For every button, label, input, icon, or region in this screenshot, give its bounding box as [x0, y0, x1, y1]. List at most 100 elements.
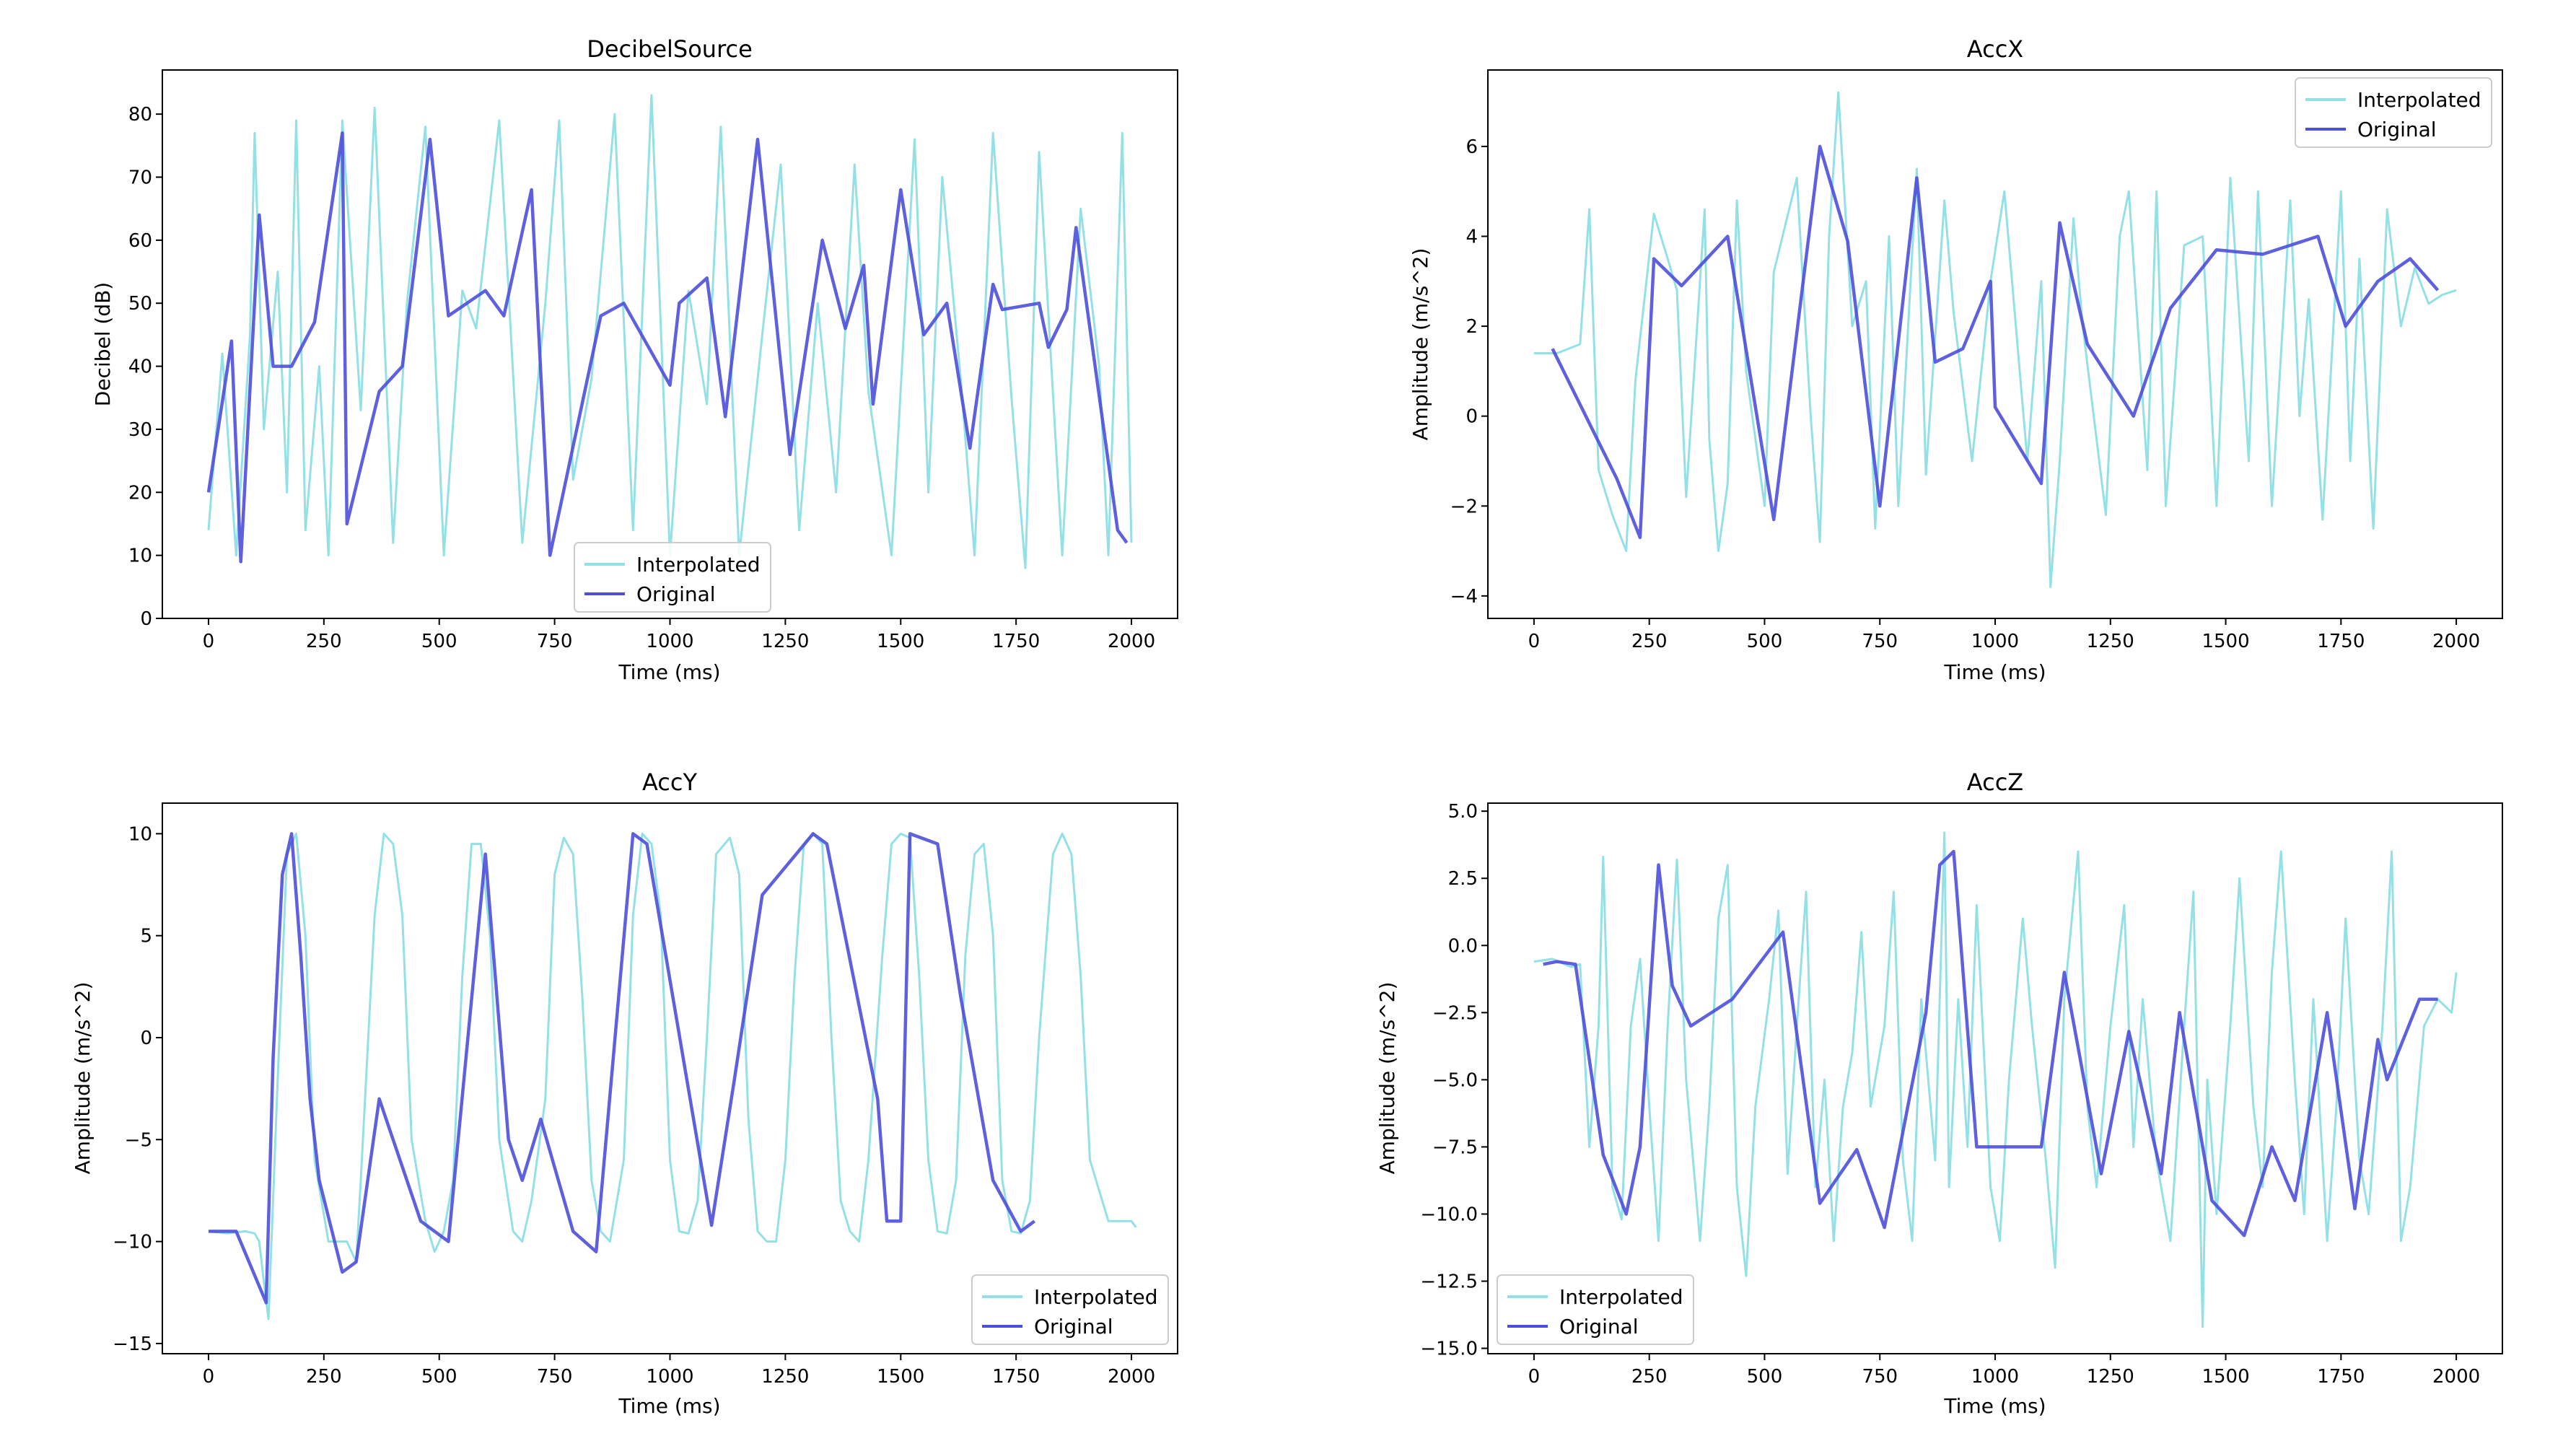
series-line-original	[209, 832, 1036, 1305]
x-axis-label: Time (ms)	[1943, 1394, 2046, 1418]
y-tick-label: 6	[1466, 136, 1478, 158]
x-tick-label: 750	[537, 631, 573, 652]
y-tick-label: 10	[128, 823, 152, 845]
legend-label-interpolated: Interpolated	[636, 553, 761, 577]
x-tick-label: 750	[1862, 1366, 1898, 1388]
x-tick-label: 250	[1631, 1366, 1668, 1388]
y-tick-label: −5	[125, 1129, 152, 1151]
y-tick-label: 0	[140, 608, 152, 630]
y-tick-label: −2	[1450, 496, 1478, 517]
legend-label-original: Original	[2357, 118, 2437, 141]
y-axis-label: Amplitude (m/s^2)	[1375, 982, 1399, 1175]
series-line-original	[1551, 144, 2440, 540]
y-tick-label: −5.0	[1432, 1069, 1478, 1091]
x-tick-label: 1250	[2087, 631, 2134, 652]
x-tick-label: 250	[306, 1366, 342, 1388]
chart-accx: AccX Time (ms) Amplitude (m/s^2) Interpo…	[1409, 35, 2503, 684]
y-tick-label: −15.0	[1420, 1339, 1478, 1360]
y-tick-label: 40	[128, 356, 152, 378]
y-tick-label: −7.5	[1432, 1137, 1478, 1158]
y-tick-label: −10	[113, 1232, 152, 1253]
x-tick-label: 1750	[992, 631, 1040, 652]
x-axis-label: Time (ms)	[618, 660, 720, 684]
y-tick-label: 30	[128, 419, 152, 441]
y-tick-label: −2.5	[1432, 1002, 1478, 1024]
y-tick-label: 0	[1466, 406, 1478, 428]
x-tick-label: 2000	[2432, 1366, 2480, 1388]
legend-label-original: Original	[1559, 1315, 1639, 1339]
y-axis-label: Amplitude (m/s^2)	[71, 982, 95, 1175]
chart-accz: AccZ Time (ms) Amplitude (m/s^2) Interpo…	[1375, 768, 2503, 1418]
legend: Interpolated Original	[971, 1274, 1169, 1345]
legend: Interpolated Original	[574, 542, 771, 613]
x-tick-label: 1500	[877, 1366, 924, 1388]
chart-accy: AccY Time (ms) Amplitude (m/s^2) Interpo…	[71, 768, 1178, 1418]
y-tick-label: −10.0	[1420, 1204, 1478, 1225]
x-tick-label: 500	[1747, 1366, 1783, 1388]
x-tick-label: 1750	[992, 1366, 1040, 1388]
series-line-original	[206, 131, 1129, 564]
y-tick-label: 80	[128, 104, 152, 126]
x-tick-label: 500	[1747, 631, 1783, 652]
legend-label-original: Original	[636, 582, 716, 606]
legend-label-interpolated: Interpolated	[2357, 88, 2481, 112]
x-tick-label: 1250	[2087, 1366, 2134, 1388]
x-axis-label: Time (ms)	[618, 1394, 720, 1418]
x-tick-label: 1250	[761, 1366, 809, 1388]
chart-title: DecibelSource	[587, 35, 753, 63]
y-tick-label: 50	[128, 293, 152, 315]
x-axis-label: Time (ms)	[1943, 660, 2046, 684]
y-axis-label: Amplitude (m/s^2)	[1409, 248, 1432, 441]
x-tick-label: 750	[1862, 631, 1898, 652]
legend: Interpolated Original	[1497, 1274, 1694, 1345]
y-tick-label: 20	[128, 482, 152, 504]
series-line-interpolated	[208, 832, 1137, 1321]
x-tick-label: 2000	[1108, 631, 1155, 652]
x-tick-label: 2000	[2432, 631, 2480, 652]
x-tick-label: 1000	[1971, 1366, 2019, 1388]
x-tick-label: 0	[203, 1366, 215, 1388]
chart-title: AccY	[642, 768, 698, 796]
y-tick-label: −4	[1450, 586, 1478, 608]
legend: Interpolated Original	[2295, 77, 2492, 148]
x-tick-label: 250	[306, 631, 342, 652]
y-tick-label: 2	[1466, 316, 1478, 338]
legend-label-interpolated: Interpolated	[1034, 1285, 1158, 1309]
x-tick-label: 1250	[761, 631, 809, 652]
x-tick-label: 1500	[2202, 631, 2249, 652]
y-tick-label: 2.5	[1448, 868, 1478, 890]
x-tick-label: 0	[203, 631, 215, 652]
series-line-interpolated	[1533, 831, 2458, 1328]
y-tick-label: 5.0	[1448, 801, 1478, 823]
x-tick-label: 500	[421, 631, 457, 652]
legend-label-original: Original	[1034, 1315, 1113, 1339]
series-line-interpolated	[1533, 91, 2457, 588]
x-tick-label: 1000	[1971, 631, 2019, 652]
x-tick-label: 1750	[2317, 1366, 2365, 1388]
y-tick-label: 70	[128, 167, 152, 189]
x-tick-label: 0	[1528, 1366, 1541, 1388]
chart-title: AccX	[1967, 35, 2023, 63]
x-tick-label: 0	[1528, 631, 1541, 652]
y-tick-label: −15	[113, 1333, 152, 1355]
x-tick-label: 500	[421, 1366, 457, 1388]
y-tick-label: 0	[140, 1028, 152, 1049]
x-tick-label: 1750	[2317, 631, 2365, 652]
y-tick-label: −12.5	[1420, 1271, 1478, 1293]
legend-label-interpolated: Interpolated	[1559, 1285, 1683, 1309]
y-tick-label: 5	[140, 926, 152, 947]
x-tick-label: 1500	[877, 631, 924, 652]
x-tick-label: 1000	[646, 631, 693, 652]
y-tick-label: 4	[1466, 226, 1478, 248]
y-tick-label: 10	[128, 546, 152, 567]
x-tick-label: 250	[1631, 631, 1668, 652]
x-tick-label: 750	[537, 1366, 573, 1388]
x-tick-label: 1000	[646, 1366, 693, 1388]
y-tick-label: 0.0	[1448, 935, 1478, 957]
x-tick-label: 1500	[2202, 1366, 2249, 1388]
y-tick-label: 60	[128, 230, 152, 252]
chart-decibel: DecibelSource Time (ms) Decibel (dB) Int…	[91, 35, 1178, 684]
series-line-original	[1543, 849, 2438, 1238]
